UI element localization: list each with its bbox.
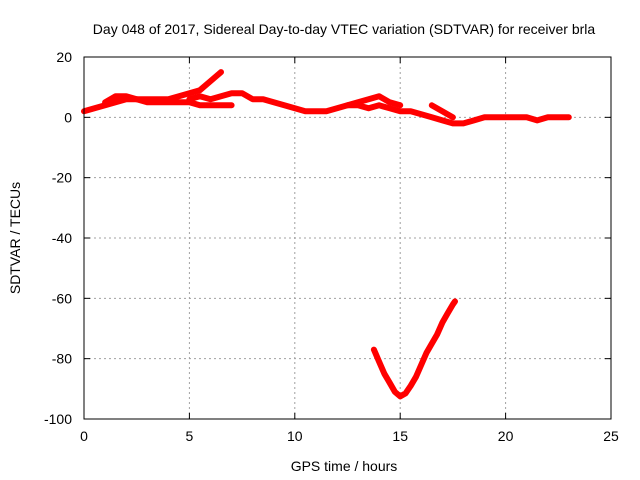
series-0-line [81, 69, 224, 115]
series-4-line [428, 102, 456, 121]
series-layer [81, 69, 572, 400]
y-tick-label: -60 [52, 290, 72, 306]
y-tick-label: 20 [56, 49, 72, 65]
plot-background [84, 57, 611, 419]
series-5-line [370, 298, 458, 400]
series-2-line [186, 90, 572, 127]
y-tick-label: -20 [52, 170, 72, 186]
x-tick-label: 10 [287, 428, 303, 444]
series-3-line [344, 93, 404, 109]
x-tick-label: 25 [603, 428, 619, 444]
ticks: 0 5 10 15 20 25 -100 -80 -60 -40 -20 0 20 [44, 49, 619, 444]
x-tick-label: 5 [186, 428, 194, 444]
y-tick-label: 0 [64, 109, 72, 125]
x-axis-label: GPS time / hours [291, 458, 398, 474]
x-tick-label: 15 [392, 428, 408, 444]
series-1-line [102, 93, 235, 109]
y-tick-label: -40 [52, 230, 72, 246]
x-tick-label: 20 [498, 428, 514, 444]
x-tick-label: 0 [80, 428, 88, 444]
y-tick-label: -80 [52, 351, 72, 367]
y-axis-label: SDTVAR / TECUs [7, 182, 23, 294]
chart-title: Day 048 of 2017, Sidereal Day-to-day VTE… [93, 21, 596, 37]
y-tick-label: -100 [44, 411, 72, 427]
